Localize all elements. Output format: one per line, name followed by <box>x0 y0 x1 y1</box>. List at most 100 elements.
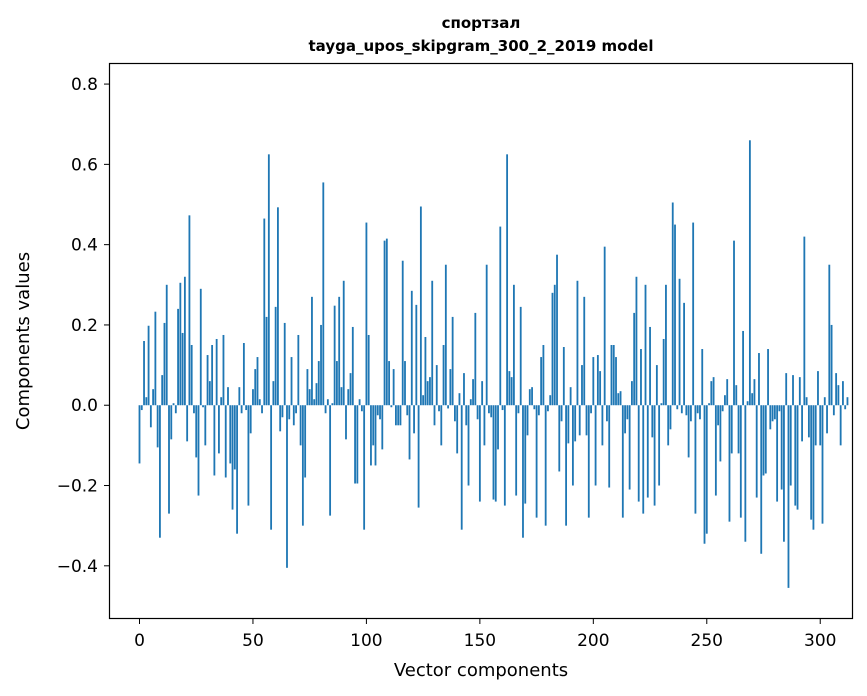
bar <box>660 403 663 406</box>
bar <box>596 355 599 406</box>
bar <box>603 246 606 406</box>
bar <box>395 405 397 426</box>
bar <box>701 349 704 406</box>
bar <box>177 308 179 406</box>
bar <box>401 260 404 406</box>
bar <box>388 361 391 406</box>
bar <box>288 405 291 420</box>
bar <box>154 311 157 406</box>
bar <box>249 405 252 434</box>
bar <box>678 278 681 406</box>
bar <box>270 405 273 530</box>
x-tick-label: 200 <box>577 631 609 651</box>
bar <box>324 405 327 414</box>
bar <box>724 395 726 406</box>
y-tick-label: 0.2 <box>71 316 98 336</box>
bar <box>830 324 833 406</box>
bar <box>193 405 195 414</box>
bar <box>406 405 409 416</box>
bar <box>764 405 767 474</box>
bar <box>320 324 322 406</box>
x-axis-label: Vector components <box>394 660 568 681</box>
bar <box>311 296 313 406</box>
bar <box>460 405 463 530</box>
x-tick-label: 150 <box>464 631 496 651</box>
bar <box>186 405 189 442</box>
bar <box>170 405 173 440</box>
bar <box>317 361 320 406</box>
bar <box>835 373 838 406</box>
bar <box>714 405 717 496</box>
bar <box>651 405 654 438</box>
bar <box>478 405 481 502</box>
chart-subtitle: tayga_upos_skipgram_300_2_2019 model <box>309 37 654 55</box>
bar <box>138 405 141 464</box>
bar <box>801 405 803 442</box>
bar <box>183 276 186 406</box>
bar <box>680 405 683 414</box>
bar <box>149 405 152 428</box>
bar <box>238 387 241 406</box>
bar <box>206 355 209 406</box>
bar <box>322 182 325 406</box>
bar <box>363 405 366 530</box>
bar <box>547 405 549 412</box>
bar <box>671 202 674 406</box>
bar <box>456 405 459 454</box>
bar <box>143 341 145 406</box>
bar <box>399 405 402 426</box>
bar <box>224 405 227 478</box>
bar <box>342 280 345 406</box>
bar <box>637 405 640 502</box>
bar <box>247 405 250 506</box>
x-tick-label: 250 <box>691 631 723 651</box>
bar <box>760 405 763 554</box>
bar <box>483 405 486 446</box>
bar <box>694 405 697 514</box>
bar <box>819 405 822 446</box>
bar <box>315 383 318 406</box>
bar <box>360 405 363 412</box>
bar <box>390 405 393 408</box>
bar <box>719 405 722 462</box>
bar <box>354 405 356 484</box>
y-tick-label: −0.2 <box>57 477 98 497</box>
bar <box>624 405 626 434</box>
bar <box>404 361 406 406</box>
bar <box>531 387 533 406</box>
bar <box>218 405 220 454</box>
bar <box>826 405 828 434</box>
x-tick-label: 50 <box>242 631 264 651</box>
bar <box>202 405 204 408</box>
bar <box>685 405 688 416</box>
bar <box>662 338 665 406</box>
bar <box>506 154 509 406</box>
bar <box>633 312 636 406</box>
bar <box>748 140 751 406</box>
bar <box>524 405 527 504</box>
bar <box>161 375 164 406</box>
bar <box>522 405 524 538</box>
bar <box>615 357 617 406</box>
bar <box>519 306 522 406</box>
bar <box>340 387 343 406</box>
bar <box>653 405 656 506</box>
bar <box>438 405 440 412</box>
bar <box>807 405 810 438</box>
bar <box>286 405 288 568</box>
bar <box>267 154 270 406</box>
bar <box>585 405 588 436</box>
bar <box>385 238 388 406</box>
bar <box>152 389 155 406</box>
y-axis-label: Components values <box>13 252 34 430</box>
bar <box>220 397 223 406</box>
bar <box>621 405 624 518</box>
bar <box>156 405 159 448</box>
bar <box>304 405 307 478</box>
bar <box>674 224 676 406</box>
bar <box>408 405 411 460</box>
bar <box>726 379 729 406</box>
bar <box>517 405 520 414</box>
bar <box>256 357 259 406</box>
bar <box>488 405 490 414</box>
